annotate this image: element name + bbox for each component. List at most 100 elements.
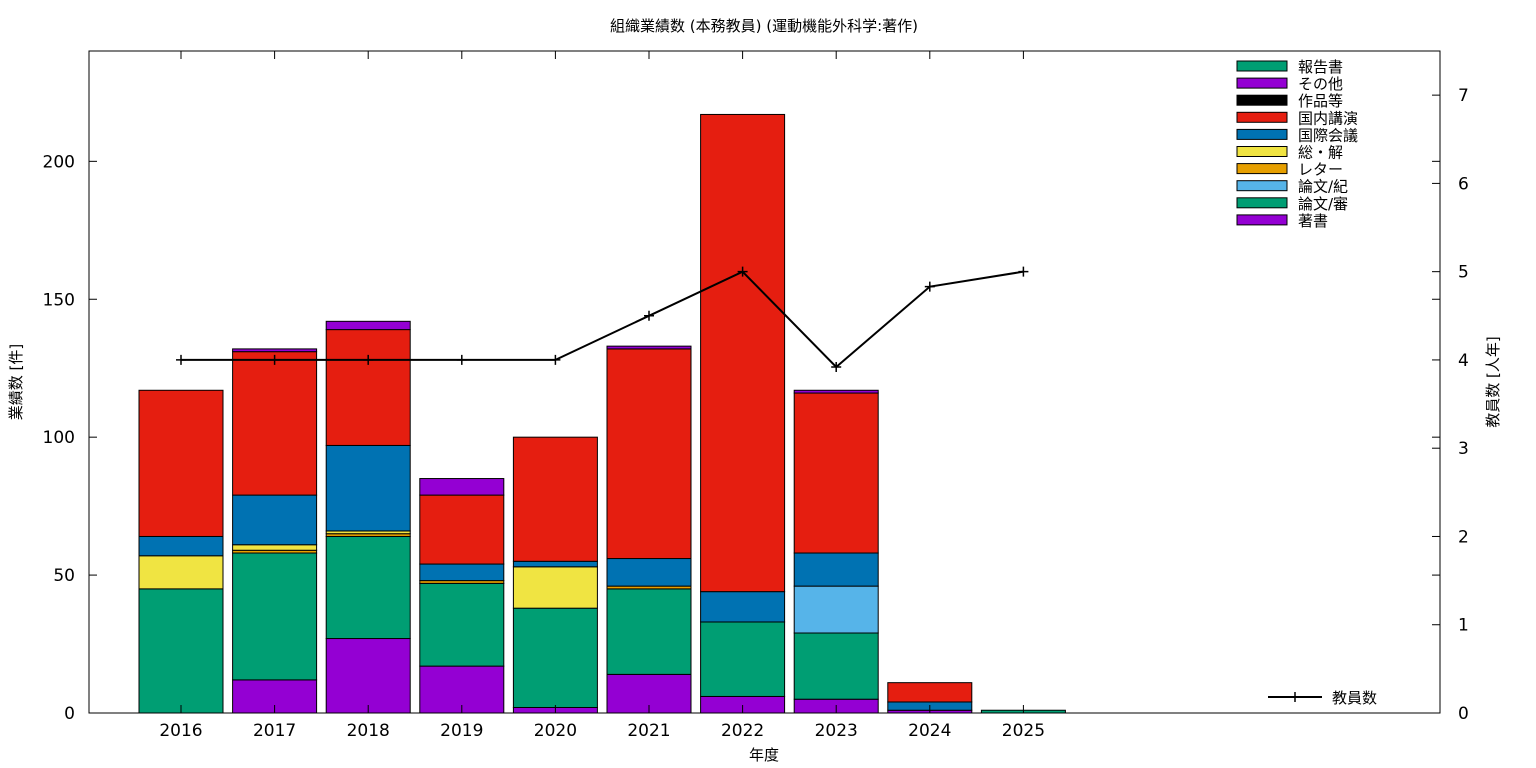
bar-segment (793, 552, 879, 587)
x-tick-label: 2018 (347, 721, 390, 741)
bar-segment (419, 582, 505, 667)
x-tick-label: 2022 (721, 721, 764, 741)
bars-layer (138, 113, 1066, 714)
line-point (644, 310, 654, 321)
x-tick-label: 2025 (1002, 721, 1045, 741)
legend-swatch (1236, 60, 1288, 72)
bar-segment (325, 444, 411, 532)
y2-tick-label: 5 (1458, 263, 1469, 283)
legend-label: 国際会議 (1298, 126, 1358, 144)
bar-segment (606, 588, 692, 675)
legend-label: 論文/審 (1298, 195, 1348, 213)
x-tick-label: 2020 (534, 721, 577, 741)
line-point (363, 354, 374, 365)
bar-segment (232, 552, 318, 681)
bar-segment (419, 494, 505, 565)
line-point (550, 354, 561, 365)
line-point (269, 354, 280, 365)
bar-segment (325, 638, 411, 714)
x-tick-label: 2019 (440, 721, 483, 741)
bar-segment (793, 389, 879, 394)
line-point (737, 266, 748, 277)
x-tick-label: 2021 (627, 721, 670, 741)
y2-tick-label: 6 (1458, 174, 1469, 194)
y2-tick-label: 7 (1458, 86, 1469, 106)
line-point (456, 354, 467, 365)
bar-segment (606, 348, 692, 560)
legend-swatch (1236, 111, 1288, 123)
legend-label: レター (1298, 161, 1343, 179)
legend-swatch (1236, 163, 1288, 175)
x-tick-label: 2016 (159, 721, 202, 741)
bar-segment (232, 494, 318, 546)
y2-tick-label: 1 (1458, 616, 1469, 636)
bar-segment (512, 560, 598, 568)
bar-segment (700, 113, 786, 593)
line-series-path (181, 270, 1024, 369)
y-axis-label: 業績数 [件] (7, 344, 25, 420)
bar-segment (419, 478, 505, 496)
legend-label: 総・解 (1298, 144, 1343, 162)
line-point (831, 361, 842, 372)
y2-tick-label: 2 (1458, 527, 1469, 547)
x-axis: 2016 2017 2018 2019 2020 2021 2022 2023 2024 2025 (159, 51, 1045, 741)
line-legend: 教員数 (1268, 689, 1377, 707)
line-legend-label: 教員数 (1332, 689, 1377, 707)
bar-segment (793, 632, 879, 700)
bar-segment (325, 329, 411, 446)
bar-segment (325, 535, 411, 640)
y2-axis: 0 1 2 3 4 5 6 7 (1432, 86, 1469, 724)
bar-segment (512, 607, 598, 708)
bar-segment (512, 566, 598, 609)
bar-segment (232, 351, 318, 496)
legend-label: その他 (1298, 75, 1343, 93)
legend-swatch (1236, 94, 1288, 106)
bar-segment (325, 320, 411, 331)
legend-swatch (1236, 146, 1288, 157)
legend-swatch (1236, 180, 1288, 192)
bar-segment (700, 591, 786, 623)
bar-segment (138, 588, 224, 714)
legend-swatch (1236, 197, 1288, 209)
line-point (176, 354, 186, 365)
bar-segment (138, 535, 224, 557)
bar-segment (232, 348, 318, 353)
bar-segment (138, 389, 224, 537)
y-axis: 0 50 100 150 200 (43, 152, 1440, 724)
y-tick-label: 0 (64, 704, 75, 724)
y2-tick-label: 0 (1458, 704, 1469, 724)
legend-label: 論文/紀 (1298, 178, 1348, 196)
chart-title: 組織業績数 (本務教員) (運動機能外科学:著作) (610, 17, 918, 35)
line-legend-marker (1290, 692, 1300, 702)
x-tick-label: 2023 (815, 721, 858, 741)
legend-swatch (1236, 128, 1288, 140)
bar-segment (793, 392, 879, 554)
bar-segment (606, 345, 692, 350)
bar-segment (793, 585, 879, 634)
legend-label: 国内講演 (1298, 109, 1358, 127)
x-tick-label: 2024 (908, 721, 951, 741)
legend-label: 著書 (1298, 212, 1328, 230)
y-tick-label: 150 (43, 290, 75, 310)
line-point (1018, 266, 1029, 277)
plot-frame (88, 50, 1441, 714)
y-tick-label: 50 (53, 566, 75, 586)
bar-segment (512, 436, 598, 562)
y2-tick-label: 3 (1458, 439, 1469, 459)
bar-segment (419, 563, 505, 582)
bar-segment (232, 544, 318, 551)
y2-tick-label: 4 (1458, 351, 1469, 371)
y2-axis-label: 教員数 [人年] (1484, 336, 1502, 427)
y-tick-label: 100 (43, 428, 75, 448)
line-layer (176, 266, 1029, 372)
legend-swatch (1236, 214, 1288, 226)
x-axis-label: 年度 (749, 746, 779, 764)
bar-segment (606, 558, 692, 587)
bar-segment (700, 621, 786, 697)
bar-segment (887, 682, 973, 703)
legend-swatch (1236, 77, 1288, 89)
line-point (924, 281, 935, 292)
bar-segment (138, 555, 224, 590)
